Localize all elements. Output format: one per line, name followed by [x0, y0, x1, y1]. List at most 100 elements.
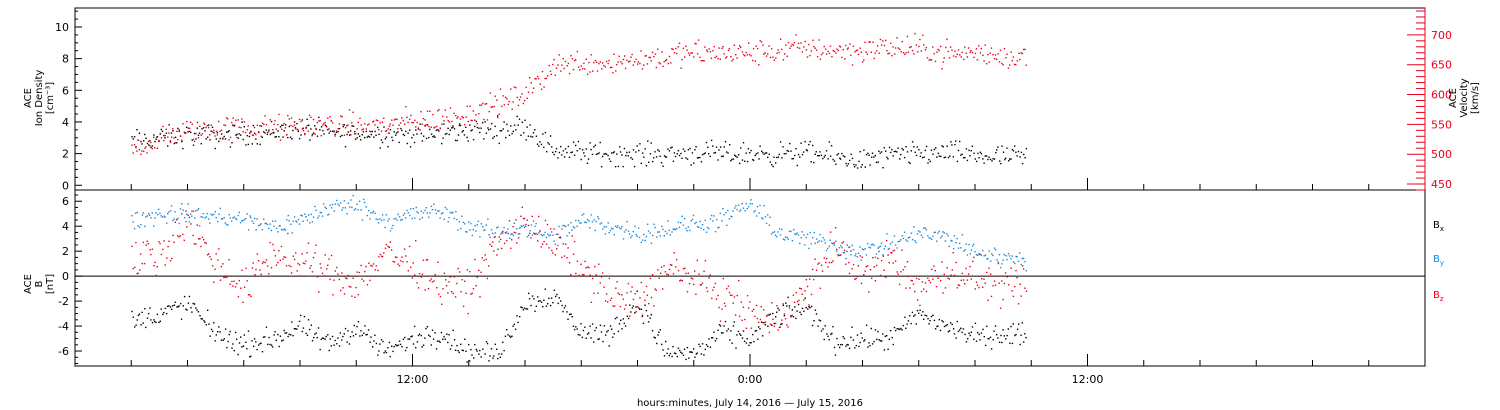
bz-point [191, 210, 193, 212]
bz-point [927, 277, 929, 279]
velocity-point [526, 97, 528, 99]
bz-point [156, 266, 158, 268]
density-point [553, 153, 555, 156]
by-point [530, 224, 533, 226]
bz-point [302, 262, 305, 264]
velocity-point [480, 104, 483, 106]
density-point [428, 136, 430, 139]
by-point [360, 209, 362, 211]
velocity-point [983, 60, 985, 62]
bx-point [918, 312, 920, 314]
velocity-point [691, 52, 693, 54]
bz-point [760, 306, 762, 308]
velocity-point [211, 131, 214, 133]
bx-point [737, 330, 740, 333]
x-axis: 12:00 0:00 12:00 [130, 178, 1370, 386]
velocity-point [354, 133, 357, 135]
by-point [643, 233, 645, 236]
bx-point [677, 347, 680, 349]
bx-point [608, 345, 610, 347]
by-point [988, 250, 990, 252]
density-point [204, 130, 206, 132]
velocity-point [372, 120, 375, 122]
density-point [525, 139, 527, 141]
bz-point [792, 294, 795, 296]
bz-point [274, 255, 277, 257]
density-point [558, 151, 561, 154]
density-point [131, 136, 133, 138]
density-point [657, 149, 659, 151]
bz-point [619, 305, 622, 308]
bz-point [418, 272, 421, 275]
velocity-point [488, 110, 490, 113]
bz-point [795, 292, 797, 294]
bz-point [415, 239, 417, 242]
bx-point [250, 355, 252, 357]
bx-point [709, 346, 712, 348]
by-point [703, 229, 705, 231]
velocity-point [459, 118, 462, 120]
velocity-point [665, 58, 668, 61]
density-point [224, 138, 227, 140]
by-point [444, 206, 446, 209]
bz-point [571, 235, 573, 237]
by-point [888, 247, 890, 250]
density-point [579, 148, 581, 150]
bz-point [384, 247, 387, 249]
by-point [647, 230, 650, 232]
density-point [222, 138, 224, 140]
bz-point [772, 318, 774, 320]
density-point [361, 134, 363, 136]
density-point [549, 135, 552, 137]
bz-point [341, 272, 343, 274]
bx-point [986, 325, 988, 327]
velocity-point [461, 115, 463, 118]
bz-point [726, 287, 728, 290]
velocity-point [646, 63, 649, 65]
bx-point [938, 318, 940, 321]
velocity-point [350, 134, 352, 136]
velocity-point [483, 118, 485, 121]
density-point [218, 140, 220, 143]
bz-point [377, 269, 379, 272]
velocity-point [318, 120, 320, 122]
bx-point [603, 325, 606, 327]
bz-point [236, 283, 238, 285]
bz-point [894, 260, 897, 262]
bx-point [476, 350, 478, 352]
velocity-point [1005, 57, 1007, 59]
bx-point [901, 329, 903, 331]
bx-point [616, 316, 618, 319]
bz-point [304, 262, 306, 265]
velocity-point [168, 132, 170, 134]
density-point [311, 133, 314, 136]
density-point [892, 155, 894, 157]
by-point [233, 216, 235, 218]
by-point [469, 229, 471, 231]
bx-point [144, 308, 146, 310]
bx-point [970, 331, 972, 333]
by-point [136, 211, 138, 214]
density-point [795, 148, 797, 150]
velocity-point [694, 42, 696, 45]
density-point [554, 150, 557, 153]
velocity-point [380, 130, 383, 132]
bx-point [316, 336, 318, 339]
velocity-point [948, 57, 951, 59]
bz-point [277, 261, 279, 264]
by-point [434, 209, 437, 211]
bx-point [934, 328, 937, 330]
by-point [955, 242, 957, 244]
density-point [491, 122, 493, 125]
velocity-point [793, 42, 796, 44]
velocity-point [999, 49, 1002, 52]
velocity-point [141, 150, 143, 152]
by-point [614, 225, 617, 227]
bx-point [752, 333, 754, 336]
by-point [232, 217, 234, 219]
density-point [668, 150, 671, 152]
density-point [594, 144, 597, 146]
bz-point [910, 279, 912, 282]
bz-point [612, 305, 614, 307]
bx-point [590, 337, 592, 339]
